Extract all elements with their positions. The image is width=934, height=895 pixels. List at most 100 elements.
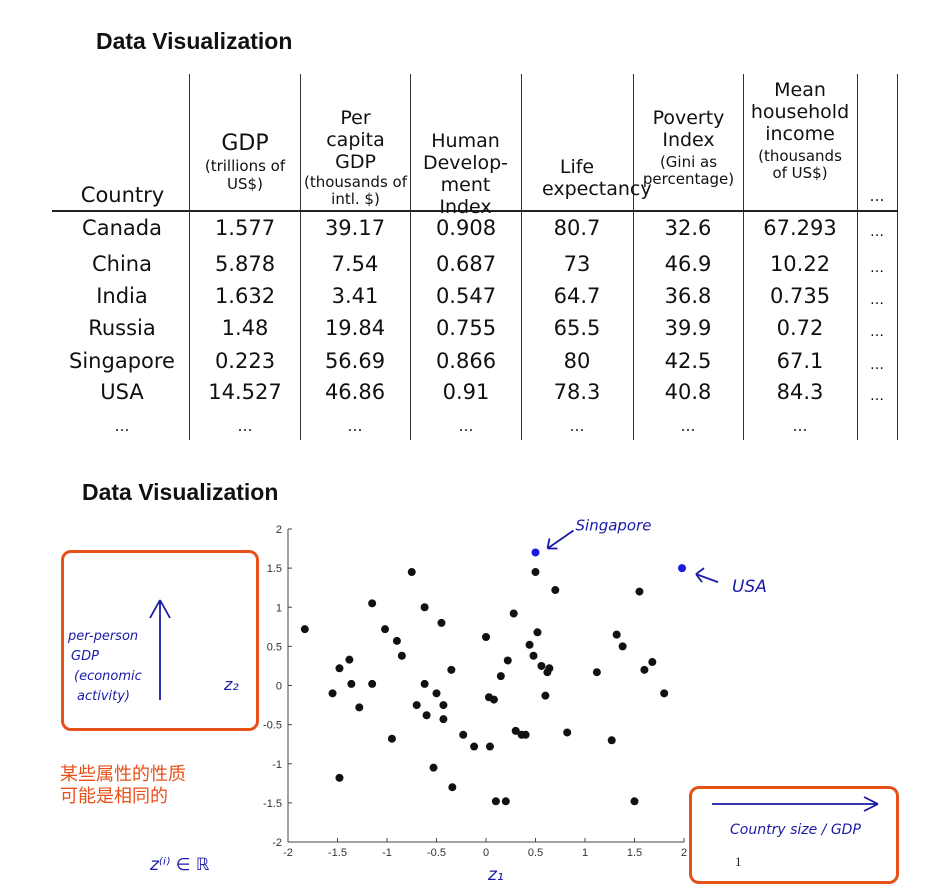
usa-label: USA [732, 577, 767, 597]
data-point [482, 632, 490, 641]
data-point [531, 568, 540, 577]
table-cell: 78.3 [553, 380, 601, 404]
table-cell: 46.86 [324, 380, 386, 404]
header-more: … [869, 187, 885, 205]
table-cell: 0.687 [435, 252, 497, 276]
data-point [511, 726, 520, 735]
data-point [489, 695, 498, 704]
table-cell: 0.735 [769, 284, 831, 308]
arrow-head [546, 538, 558, 550]
data-point [612, 630, 621, 639]
table-cell: 80.7 [553, 216, 601, 240]
data-point [439, 701, 448, 710]
header-country: Country [80, 183, 165, 207]
table-cell: 40.8 [664, 380, 712, 404]
page-title: Data Visualization [96, 28, 293, 54]
table-cell: 10.22 [769, 252, 831, 276]
up-arrow [149, 599, 171, 700]
data-point [537, 661, 546, 670]
column-divider [743, 74, 744, 440]
one-label: 1 [735, 854, 742, 869]
data-point [503, 656, 512, 665]
table-cell: 5.878 [214, 252, 276, 276]
data-point [335, 664, 344, 673]
data-point [640, 665, 649, 674]
data-point [432, 689, 441, 698]
table-cell: 39.17 [324, 216, 386, 240]
data-point [509, 609, 518, 618]
table-cell: … [792, 417, 808, 435]
table-cell: 1.632 [214, 284, 276, 308]
y-tick-label: -1.5 [263, 798, 282, 810]
table-cell: 1.48 [221, 316, 269, 340]
data-point [551, 586, 560, 595]
right-arrow [712, 796, 879, 812]
column-divider [857, 74, 858, 440]
header-divider [52, 210, 898, 212]
data-point [437, 618, 446, 627]
data-point [607, 736, 616, 745]
table-cell: 0.72 [776, 316, 824, 340]
x-tick-label: 2 [681, 847, 687, 859]
data-point [347, 679, 356, 688]
data-point [397, 651, 406, 660]
table-cell: 46.9 [664, 252, 712, 276]
data-point [328, 689, 337, 698]
data-point [635, 587, 644, 596]
table-row-country: Russia [88, 316, 156, 340]
table-row-country: Singapore [69, 349, 175, 373]
y-tick-label: 0.5 [267, 641, 282, 653]
y-tick-label: 0 [276, 681, 282, 693]
table-cell: 14.527 [208, 380, 282, 404]
table-cell: 73 [563, 252, 591, 276]
table-cell: 80 [563, 349, 591, 373]
data-point [429, 763, 438, 772]
table-cell: … [347, 417, 363, 435]
x-tick-label: 0.5 [528, 847, 543, 859]
table-cell: 64.7 [553, 284, 601, 308]
x-axis-note-box [689, 786, 899, 884]
table-cell: … [458, 417, 474, 435]
z2-label: z₂ [223, 675, 239, 694]
x-tick-label: -0.5 [427, 847, 446, 859]
y-tick-label: -2 [272, 837, 282, 849]
data-point [630, 797, 639, 806]
data-point [470, 742, 479, 751]
data-point [420, 603, 429, 612]
x-tick-label: -1.5 [328, 847, 347, 859]
header-hdi: Human Develop- ment Index [422, 130, 509, 218]
chinese-note: 某些属性的性质 可能是相同的 [60, 764, 186, 807]
column-divider [897, 74, 898, 440]
table-cell: … [569, 417, 585, 435]
data-point [412, 701, 421, 710]
slide-title: Data Visualization [82, 479, 279, 505]
table-cell: 3.41 [331, 284, 379, 308]
table-cell: 0.223 [214, 349, 276, 373]
data-point [545, 664, 554, 673]
column-divider [633, 74, 634, 440]
data-point [345, 655, 354, 664]
table-row-country: USA [100, 380, 144, 404]
data-point [439, 715, 448, 724]
header-per-capita-gdp: Per capita GDP (thousands of intl. $) [303, 107, 407, 208]
table-cell: 36.8 [664, 284, 712, 308]
table-cell: … [870, 388, 884, 404]
column-divider [410, 74, 411, 440]
table-cell: 0.91 [442, 380, 490, 404]
header-life-expectancy: Life expectancy [542, 156, 652, 200]
table-cell: 84.3 [776, 380, 824, 404]
table-cell: 67.1 [776, 349, 824, 373]
table-cell: … [237, 417, 253, 435]
y-tick-label: -0.5 [263, 720, 282, 732]
table-cell: 0.908 [435, 216, 497, 240]
singapore-label: Singapore [576, 516, 652, 534]
column-divider [521, 74, 522, 440]
x-axis-note: Country size / GDP [730, 822, 861, 838]
data-point [447, 665, 456, 674]
table-row-country: Canada [82, 216, 162, 240]
data-point [387, 734, 396, 743]
singapore-arrow [546, 529, 575, 550]
table-cell: … [870, 260, 884, 276]
data-point [525, 640, 534, 649]
